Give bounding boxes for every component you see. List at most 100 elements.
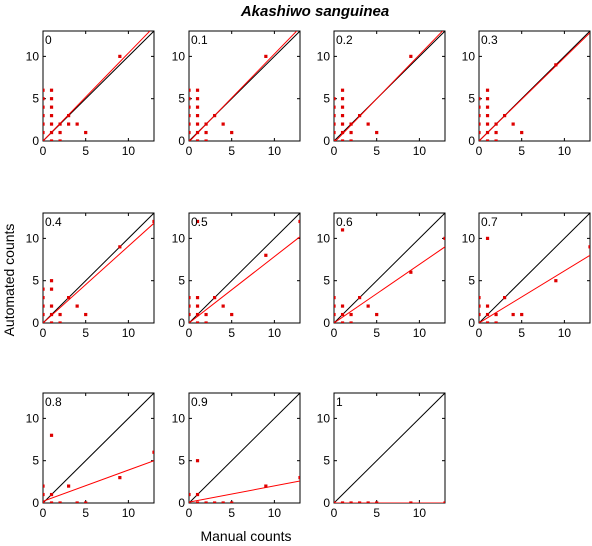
data-point — [503, 296, 507, 300]
data-point — [340, 304, 345, 308]
data-point — [204, 130, 208, 135]
y-tick-label: 5 — [32, 92, 39, 106]
panel-label: 0.4 — [45, 215, 62, 229]
y-tick-label: 10 — [26, 49, 40, 63]
data-point — [485, 236, 490, 240]
data-point — [349, 139, 353, 141]
x-tick-label: 0 — [186, 506, 193, 520]
axes-frame — [42, 30, 155, 142]
data-point — [43, 321, 45, 323]
axes-frame — [478, 212, 591, 324]
y-tick-label: 5 — [468, 92, 475, 106]
fit-line — [189, 236, 300, 323]
data-point — [349, 501, 353, 503]
data-point — [189, 296, 191, 300]
x-axis-label: Manual counts — [200, 528, 291, 544]
plot-area — [334, 393, 445, 503]
x-tick-label: 10 — [558, 144, 572, 158]
y-tick-label: 0 — [468, 134, 475, 148]
plot-area — [189, 31, 300, 141]
data-point — [230, 130, 234, 135]
data-point — [479, 139, 481, 141]
data-point — [366, 501, 370, 503]
y-tick-label: 10 — [462, 231, 476, 245]
one-to-one-line — [189, 213, 300, 323]
plot-area — [189, 213, 300, 323]
data-point — [334, 114, 336, 118]
data-point — [43, 501, 45, 503]
data-point — [204, 501, 208, 503]
x-tick-label: 5 — [228, 144, 235, 158]
x-tick-label: 0 — [476, 326, 483, 340]
data-point — [58, 501, 62, 503]
panel-label: 0.7 — [481, 215, 498, 229]
x-tick-label: 5 — [518, 326, 525, 340]
data-point — [334, 139, 336, 141]
x-tick-label: 5 — [82, 144, 89, 158]
fit-line — [43, 222, 154, 323]
data-point — [554, 63, 558, 67]
data-point — [588, 245, 590, 249]
data-point — [195, 296, 200, 300]
data-point — [494, 139, 498, 141]
data-point — [43, 312, 45, 317]
y-tick-label: 0 — [32, 496, 39, 510]
data-point — [485, 304, 490, 308]
data-point — [494, 130, 498, 135]
fit-line — [43, 460, 154, 502]
data-point — [409, 501, 413, 503]
data-point — [334, 97, 336, 101]
y-tick-label: 10 — [172, 411, 186, 425]
data-point — [485, 130, 490, 135]
data-point — [204, 122, 208, 126]
data-point — [58, 139, 62, 141]
data-point — [349, 321, 353, 323]
y-tick-label: 10 — [317, 49, 331, 63]
panel: 00 5 5 10 10 0.4 — [26, 212, 155, 340]
data-point — [67, 122, 71, 126]
data-point — [195, 88, 200, 92]
data-point — [195, 122, 200, 126]
fit-line — [479, 254, 590, 323]
panel-label: 0.6 — [336, 215, 353, 229]
x-tick-label: 10 — [268, 144, 282, 158]
y-tick-label: 0 — [32, 316, 39, 330]
data-point — [334, 321, 336, 323]
data-point — [189, 501, 191, 503]
data-point — [334, 304, 336, 308]
one-to-one-line — [479, 213, 590, 323]
data-point — [349, 130, 353, 135]
data-point — [189, 139, 191, 141]
data-point — [340, 228, 345, 232]
data-point — [213, 501, 217, 503]
x-tick-label: 5 — [373, 144, 380, 158]
axes-frame — [42, 392, 155, 504]
data-point — [195, 312, 200, 317]
data-point — [43, 304, 45, 308]
data-point — [485, 321, 490, 323]
panel-grid: 005510100005510100.1005510100.2005510100… — [26, 30, 591, 520]
y-tick-label: 0 — [178, 316, 185, 330]
data-point — [152, 219, 154, 224]
data-point — [195, 492, 200, 497]
data-point — [479, 105, 481, 109]
x-tick-label: 5 — [228, 506, 235, 520]
panel: 00 5 5 10 10 0.8 — [26, 392, 155, 520]
data-point — [67, 114, 71, 118]
plot-area — [43, 393, 154, 503]
data-point — [195, 105, 200, 109]
data-point — [366, 304, 370, 308]
data-point — [118, 54, 122, 58]
data-point — [479, 296, 481, 300]
data-point — [264, 253, 268, 257]
x-tick-label: 5 — [373, 326, 380, 340]
data-point — [375, 501, 379, 503]
x-tick-label: 10 — [413, 506, 427, 520]
data-point — [67, 296, 71, 300]
y-tick-label: 5 — [323, 274, 330, 288]
data-point — [195, 97, 200, 101]
data-point — [485, 114, 490, 118]
fit-line — [43, 31, 151, 141]
data-point — [195, 130, 200, 135]
panel-label: 0.9 — [191, 395, 208, 409]
